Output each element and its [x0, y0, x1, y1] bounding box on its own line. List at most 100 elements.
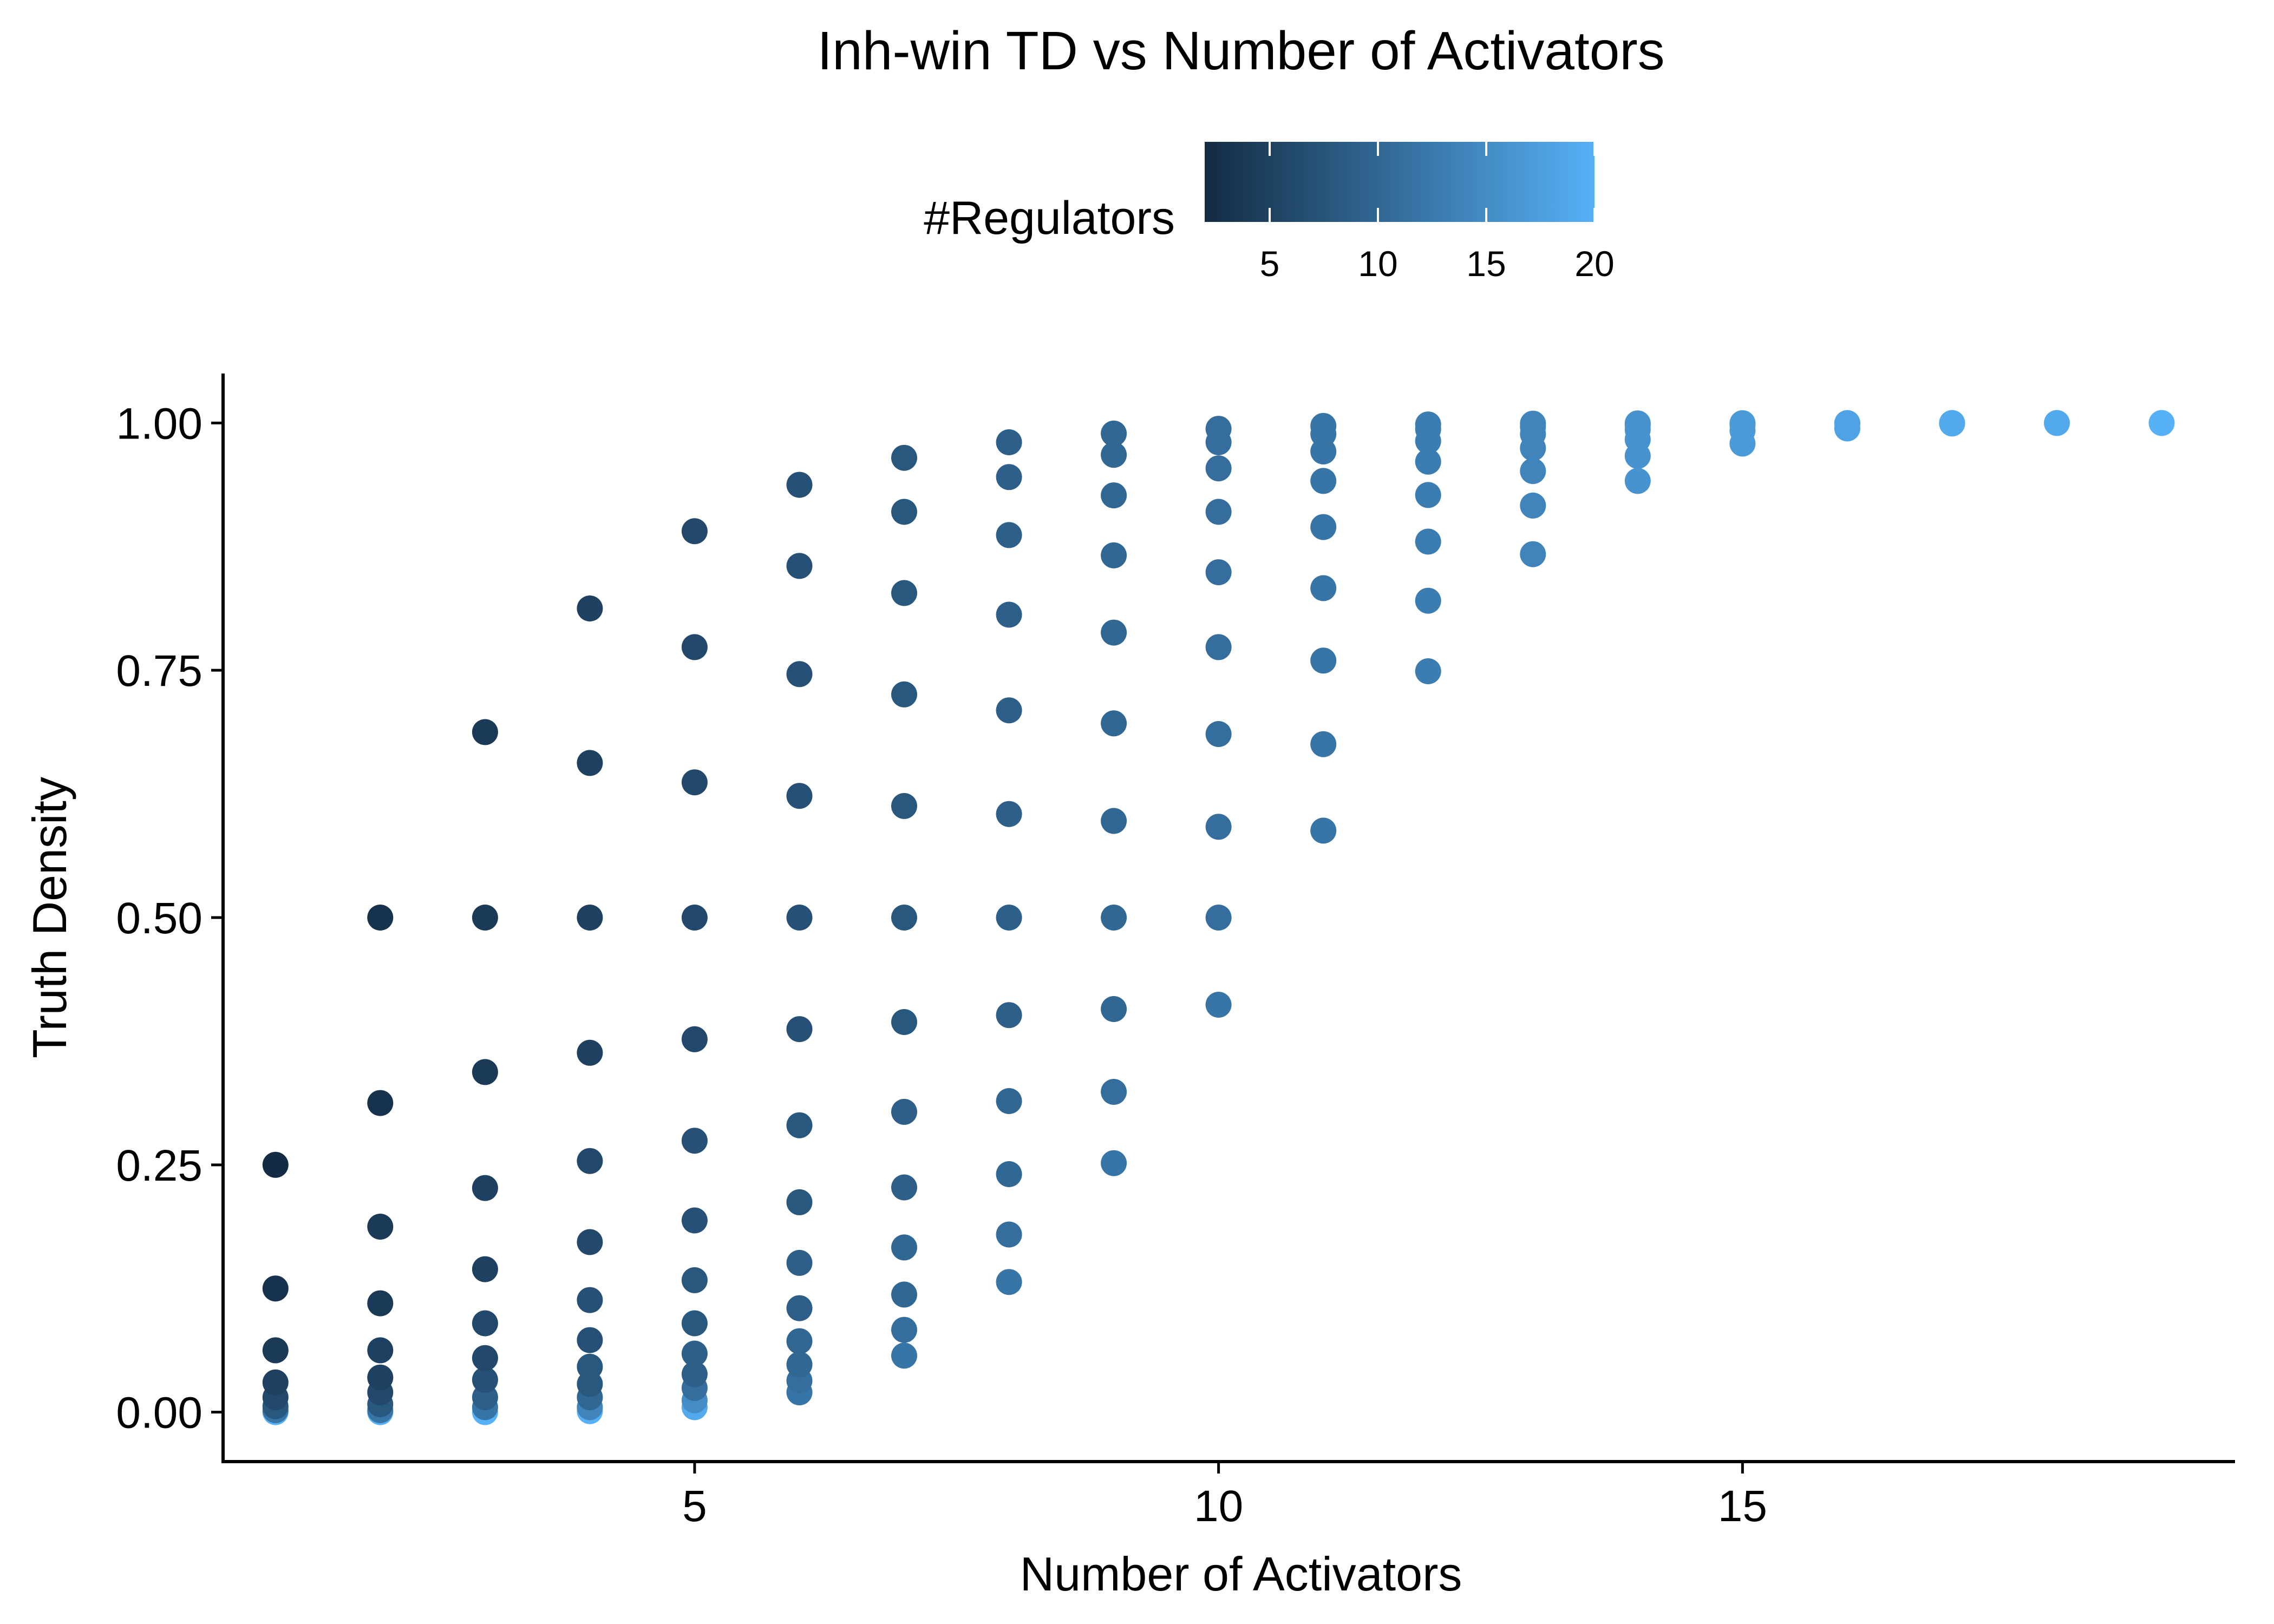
- data-point: [1101, 996, 1127, 1022]
- data-point: [1101, 710, 1127, 737]
- data-point: [1101, 442, 1127, 468]
- chart-title: Inh-win TD vs Number of Activators: [817, 21, 1664, 81]
- data-point: [577, 1148, 603, 1174]
- y-tick-label: 0.75: [116, 646, 202, 696]
- data-point: [1415, 448, 1441, 475]
- data-point: [367, 1214, 394, 1240]
- data-point: [786, 472, 813, 498]
- data-point: [577, 1327, 603, 1353]
- data-point: [891, 681, 917, 708]
- data-point: [1310, 575, 1337, 601]
- data-point: [681, 518, 708, 545]
- y-tick-label: 0.50: [116, 894, 202, 943]
- x-axis-title: Number of Activators: [1020, 1547, 1462, 1601]
- data-point: [367, 905, 394, 931]
- data-point: [996, 1221, 1022, 1248]
- data-point: [1205, 429, 1232, 455]
- data-point: [996, 801, 1022, 827]
- data-point: [262, 1151, 289, 1178]
- data-point: [1310, 438, 1337, 464]
- plot-area: 0.00 0.25 0.50 0.75 1.00 5 10 15: [116, 374, 2235, 1531]
- data-point: [1415, 482, 1441, 508]
- data-point: [891, 1317, 917, 1343]
- data-point: [2148, 410, 2175, 436]
- data-point: [786, 1112, 813, 1138]
- data-point: [996, 522, 1022, 548]
- data-point: [996, 429, 1022, 455]
- data-points: [262, 410, 2175, 1425]
- data-point: [1520, 492, 1546, 519]
- data-point: [681, 1128, 708, 1154]
- data-point: [367, 1090, 394, 1116]
- legend-title: #Regulators: [924, 192, 1175, 244]
- data-point: [786, 783, 813, 809]
- data-point: [1415, 658, 1441, 684]
- x-tick-label: 15: [1718, 1482, 1767, 1531]
- data-point: [891, 905, 917, 931]
- data-point: [472, 1256, 498, 1282]
- data-point: [1101, 482, 1127, 509]
- data-point: [891, 444, 917, 471]
- data-point: [1101, 542, 1127, 568]
- data-point: [1205, 992, 1232, 1018]
- data-point: [681, 905, 708, 931]
- colorbar-tick-label: 5: [1260, 244, 1280, 284]
- data-point: [681, 1340, 708, 1367]
- data-point: [1834, 415, 1860, 442]
- data-point: [367, 1364, 394, 1391]
- y-tick-label: 0.00: [116, 1389, 202, 1438]
- data-point: [262, 1337, 289, 1364]
- data-point: [1205, 559, 1232, 586]
- data-point: [1101, 905, 1127, 931]
- data-point: [1205, 634, 1232, 660]
- colorbar: [1205, 142, 1595, 222]
- data-point: [891, 1009, 917, 1035]
- data-point: [786, 553, 813, 579]
- data-point: [1624, 443, 1651, 469]
- data-point: [891, 1343, 917, 1369]
- data-point: [577, 1039, 603, 1066]
- data-point: [577, 1229, 603, 1255]
- data-point: [681, 1361, 708, 1387]
- data-point: [891, 1098, 917, 1125]
- data-point: [1205, 499, 1232, 525]
- data-point: [1205, 455, 1232, 482]
- data-point: [1415, 528, 1441, 555]
- data-point: [577, 1371, 603, 1397]
- data-point: [1520, 435, 1546, 461]
- data-point: [891, 1174, 917, 1201]
- y-axis-title: Truth Density: [23, 777, 76, 1058]
- data-point: [681, 1267, 708, 1293]
- data-point: [786, 1016, 813, 1043]
- data-point: [472, 1175, 498, 1201]
- colorbar-tick-label: 20: [1574, 244, 1614, 284]
- data-point: [681, 1310, 708, 1337]
- data-point: [577, 1287, 603, 1313]
- colorbar-tick-label: 10: [1358, 244, 1397, 284]
- data-point: [681, 634, 708, 660]
- data-point: [1415, 428, 1441, 454]
- data-point: [262, 1275, 289, 1302]
- data-point: [472, 1059, 498, 1085]
- data-point: [577, 750, 603, 776]
- data-point: [786, 1328, 813, 1354]
- data-point: [367, 1290, 394, 1317]
- data-point: [1205, 905, 1232, 931]
- data-point: [786, 1351, 813, 1378]
- data-point: [891, 580, 917, 606]
- data-point: [786, 1249, 813, 1276]
- data-point: [367, 1337, 394, 1364]
- data-point: [891, 793, 917, 819]
- y-ticks: 0.00 0.25 0.50 0.75 1.00: [116, 399, 223, 1438]
- data-point: [1101, 1079, 1127, 1105]
- data-point: [1520, 458, 1546, 484]
- data-point: [1624, 468, 1651, 494]
- data-point: [1520, 541, 1546, 567]
- data-point: [1310, 647, 1337, 674]
- data-point: [996, 601, 1022, 628]
- data-point: [996, 1002, 1022, 1029]
- data-point: [1310, 731, 1337, 757]
- data-point: [681, 769, 708, 796]
- data-point: [1415, 587, 1441, 614]
